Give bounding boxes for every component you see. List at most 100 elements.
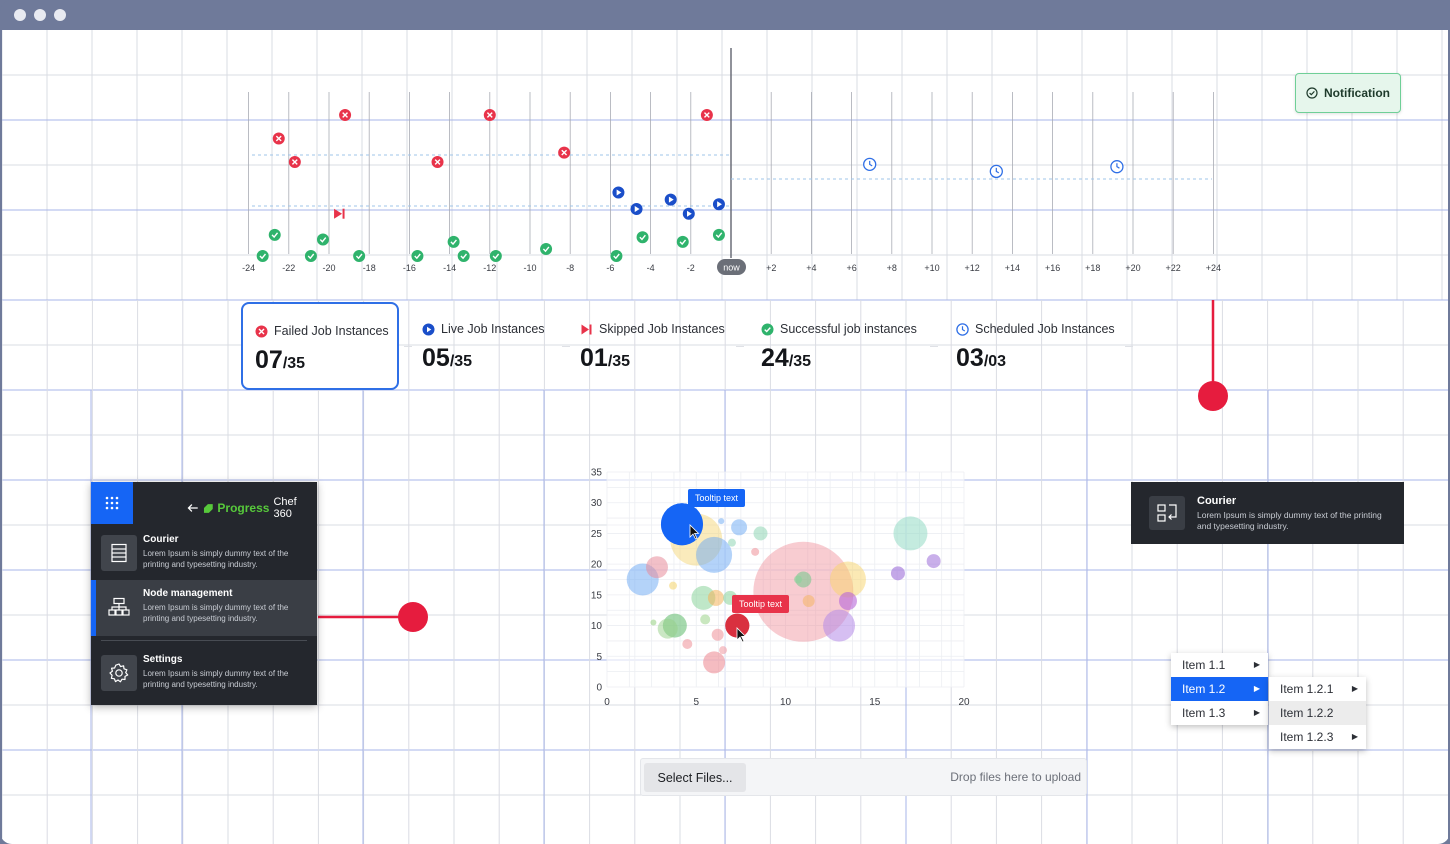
success-job-marker bbox=[316, 233, 329, 246]
menu-item-1-1[interactable]: Item 1.1 ▶ bbox=[1171, 653, 1268, 677]
notification-button[interactable]: Notification bbox=[1295, 73, 1401, 113]
success-job-marker bbox=[676, 235, 689, 248]
menu-item-1-2-1[interactable]: Item 1.2.1 ▶ bbox=[1269, 677, 1366, 701]
notification-label: Notification bbox=[1324, 86, 1390, 100]
card-divider bbox=[736, 346, 744, 347]
y-tick-label: 5 bbox=[596, 652, 602, 663]
bubble bbox=[719, 646, 728, 655]
success-job-marker bbox=[457, 250, 470, 262]
summary-card-head: Live Job Instances bbox=[422, 322, 545, 336]
bubble-highlight bbox=[725, 613, 750, 638]
timeline-tick-label: +14 bbox=[1005, 263, 1020, 273]
context-menu: Item 1.1 ▶ Item 1.2 ▶ Item 1.3 ▶ bbox=[1171, 653, 1268, 725]
gear-icon bbox=[101, 655, 137, 691]
menu-item-label: Item 1.2.3 bbox=[1280, 730, 1334, 744]
summary-card[interactable]: Failed Job Instances 07/35 bbox=[241, 302, 399, 390]
summary-card-value: 03/03 bbox=[956, 344, 1006, 373]
summary-card-head: Skipped Job Instances bbox=[580, 322, 725, 336]
timeline-tick-label: -18 bbox=[363, 263, 376, 273]
nav-item-courier[interactable]: Courier Lorem Ipsum is simply dummy text… bbox=[91, 526, 317, 582]
scheduled-job-marker bbox=[1110, 160, 1124, 174]
timeline-tick-label: +24 bbox=[1206, 263, 1221, 273]
bubble bbox=[731, 519, 748, 536]
server-icon bbox=[101, 535, 137, 571]
success-job-marker bbox=[304, 250, 317, 262]
timeline-tick-label: -10 bbox=[523, 263, 536, 273]
timeline-tick-label: +20 bbox=[1125, 263, 1140, 273]
bubble-highlight bbox=[660, 503, 703, 546]
window-maximize-dot[interactable] bbox=[54, 9, 66, 21]
back-arrow-icon[interactable] bbox=[187, 503, 199, 513]
success-job-marker bbox=[256, 250, 269, 262]
bubble bbox=[700, 614, 711, 625]
timeline-tick-label: -12 bbox=[483, 263, 496, 273]
timeline-tick-label: -16 bbox=[403, 263, 416, 273]
x-tick-label: 15 bbox=[869, 697, 881, 708]
card-divider bbox=[562, 346, 570, 347]
summary-card-value: 07/35 bbox=[255, 346, 305, 375]
nav-item-node-management[interactable]: Node management Lorem Ipsum is simply du… bbox=[91, 580, 317, 636]
x-tick-label: 0 bbox=[604, 697, 610, 708]
bubble-chart: 0 5 10 15 20 0 5 10 15 20 25 30 35 bbox=[591, 468, 970, 709]
brand: Progress Chef 360 bbox=[187, 496, 317, 520]
y-tick-label: 20 bbox=[591, 560, 603, 571]
summary-card-head: Scheduled Job Instances bbox=[956, 322, 1115, 336]
summary-card-value: 01/35 bbox=[580, 344, 630, 373]
brand-product: Chef 360 bbox=[273, 496, 297, 520]
swap-icon bbox=[1149, 496, 1185, 530]
summary-count: 05 bbox=[422, 344, 450, 372]
timeline-tick-label: -14 bbox=[443, 263, 456, 273]
nav-item-title: Courier bbox=[143, 534, 179, 545]
menu-item-1-2[interactable]: Item 1.2 ▶ bbox=[1171, 677, 1268, 701]
summary-total: /35 bbox=[449, 353, 473, 370]
nav-divider bbox=[101, 640, 307, 641]
file-upload-dropzone[interactable]: Select Files... Drop files here to uploa… bbox=[640, 758, 1087, 796]
select-files-button[interactable]: Select Files... bbox=[644, 763, 746, 792]
window-close-dot[interactable] bbox=[14, 9, 26, 21]
menu-item-1-3[interactable]: Item 1.3 ▶ bbox=[1171, 701, 1268, 725]
timeline-tick-label: -4 bbox=[647, 263, 655, 273]
summary-card[interactable]: Live Job Instances 05/35 bbox=[410, 302, 570, 390]
x-circle-icon bbox=[255, 325, 268, 338]
timeline-tick-label: +16 bbox=[1045, 263, 1060, 273]
bubble bbox=[691, 585, 716, 610]
play-circle-icon bbox=[422, 323, 435, 336]
scheduled-job-marker bbox=[863, 157, 877, 172]
x-tick-label: 10 bbox=[780, 697, 792, 708]
now-label: now bbox=[723, 263, 740, 273]
bubble bbox=[793, 575, 802, 584]
y-tick-label: 0 bbox=[596, 683, 602, 694]
menu-item-label: Item 1.2 bbox=[1182, 682, 1226, 696]
bubble bbox=[645, 556, 668, 579]
summary-card[interactable]: Successful job instances 24/35 bbox=[749, 302, 927, 390]
brand-name: Progress bbox=[217, 501, 270, 515]
skip-icon bbox=[580, 323, 593, 336]
summary-total: /03 bbox=[983, 353, 1007, 370]
check-circle-icon bbox=[761, 323, 774, 336]
bubble bbox=[669, 581, 678, 590]
bubble-tooltip: Tooltip text bbox=[688, 489, 746, 507]
menu-item-1-2-2[interactable]: Item 1.2.2 bbox=[1269, 701, 1366, 725]
timeline-tick-label: +22 bbox=[1166, 263, 1181, 273]
success-job-marker bbox=[411, 250, 424, 262]
side-navigation: Progress Chef 360 Courier Lorem Ipsum is… bbox=[91, 482, 317, 705]
bubble bbox=[707, 589, 724, 606]
x-tick-label: 5 bbox=[693, 697, 699, 708]
summary-card[interactable]: Skipped Job Instances 01/35 bbox=[568, 302, 738, 390]
nav-item-settings[interactable]: Settings Lorem Ipsum is simply dummy tex… bbox=[91, 646, 317, 702]
timeline-tick-label: +2 bbox=[766, 263, 776, 273]
menu-item-1-2-3[interactable]: Item 1.2.3 ▶ bbox=[1269, 725, 1366, 749]
hierarchy-icon bbox=[101, 589, 137, 625]
y-tick-label: 10 bbox=[591, 621, 603, 632]
summary-card[interactable]: Scheduled Job Instances 03/03 bbox=[944, 302, 1134, 390]
timeline-tick-label: +6 bbox=[846, 263, 856, 273]
bubble bbox=[682, 639, 693, 649]
menu-item-label: Item 1.2.2 bbox=[1280, 706, 1334, 720]
bubble bbox=[657, 618, 678, 639]
summary-card-label: Scheduled Job Instances bbox=[975, 322, 1115, 336]
timeline-tick-label: -2 bbox=[687, 263, 695, 273]
apps-grid-button[interactable] bbox=[91, 482, 133, 524]
window-minimize-dot[interactable] bbox=[34, 9, 46, 21]
skipped-job-marker bbox=[334, 208, 345, 219]
